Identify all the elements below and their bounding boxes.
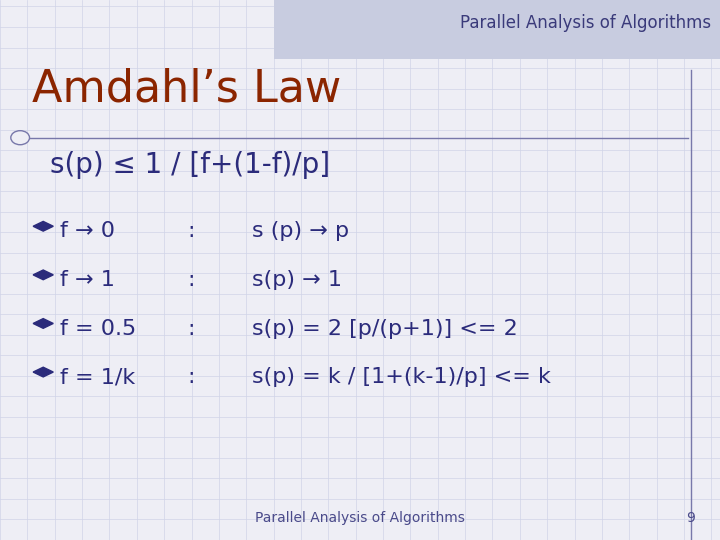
Text: 9: 9	[686, 511, 695, 525]
Text: f → 0: f → 0	[60, 221, 114, 241]
Text: s(p) ≤ 1 / [f+(1-f)/p]: s(p) ≤ 1 / [f+(1-f)/p]	[50, 151, 330, 179]
Text: f = 0.5: f = 0.5	[60, 319, 136, 339]
Text: Amdahl’s Law: Amdahl’s Law	[32, 68, 342, 111]
Polygon shape	[33, 319, 53, 328]
Text: f → 1: f → 1	[60, 270, 114, 290]
Text: :: :	[187, 319, 194, 339]
Text: s(p) → 1: s(p) → 1	[252, 270, 342, 290]
Text: s(p) = k / [1+(k-1)/p] <= k: s(p) = k / [1+(k-1)/p] <= k	[252, 367, 551, 387]
Polygon shape	[33, 221, 53, 231]
FancyBboxPatch shape	[274, 0, 720, 59]
Text: s (p) → p: s (p) → p	[252, 221, 349, 241]
Polygon shape	[33, 270, 53, 280]
Text: Parallel Analysis of Algorithms: Parallel Analysis of Algorithms	[255, 511, 465, 525]
Text: :: :	[187, 270, 194, 290]
Text: s(p) = 2 [p/(p+1)] <= 2: s(p) = 2 [p/(p+1)] <= 2	[252, 319, 518, 339]
Text: :: :	[187, 367, 194, 387]
Text: :: :	[187, 221, 194, 241]
Polygon shape	[33, 367, 53, 377]
Circle shape	[11, 131, 30, 145]
Text: Parallel Analysis of Algorithms: Parallel Analysis of Algorithms	[460, 14, 711, 31]
Text: f = 1/k: f = 1/k	[60, 367, 135, 387]
